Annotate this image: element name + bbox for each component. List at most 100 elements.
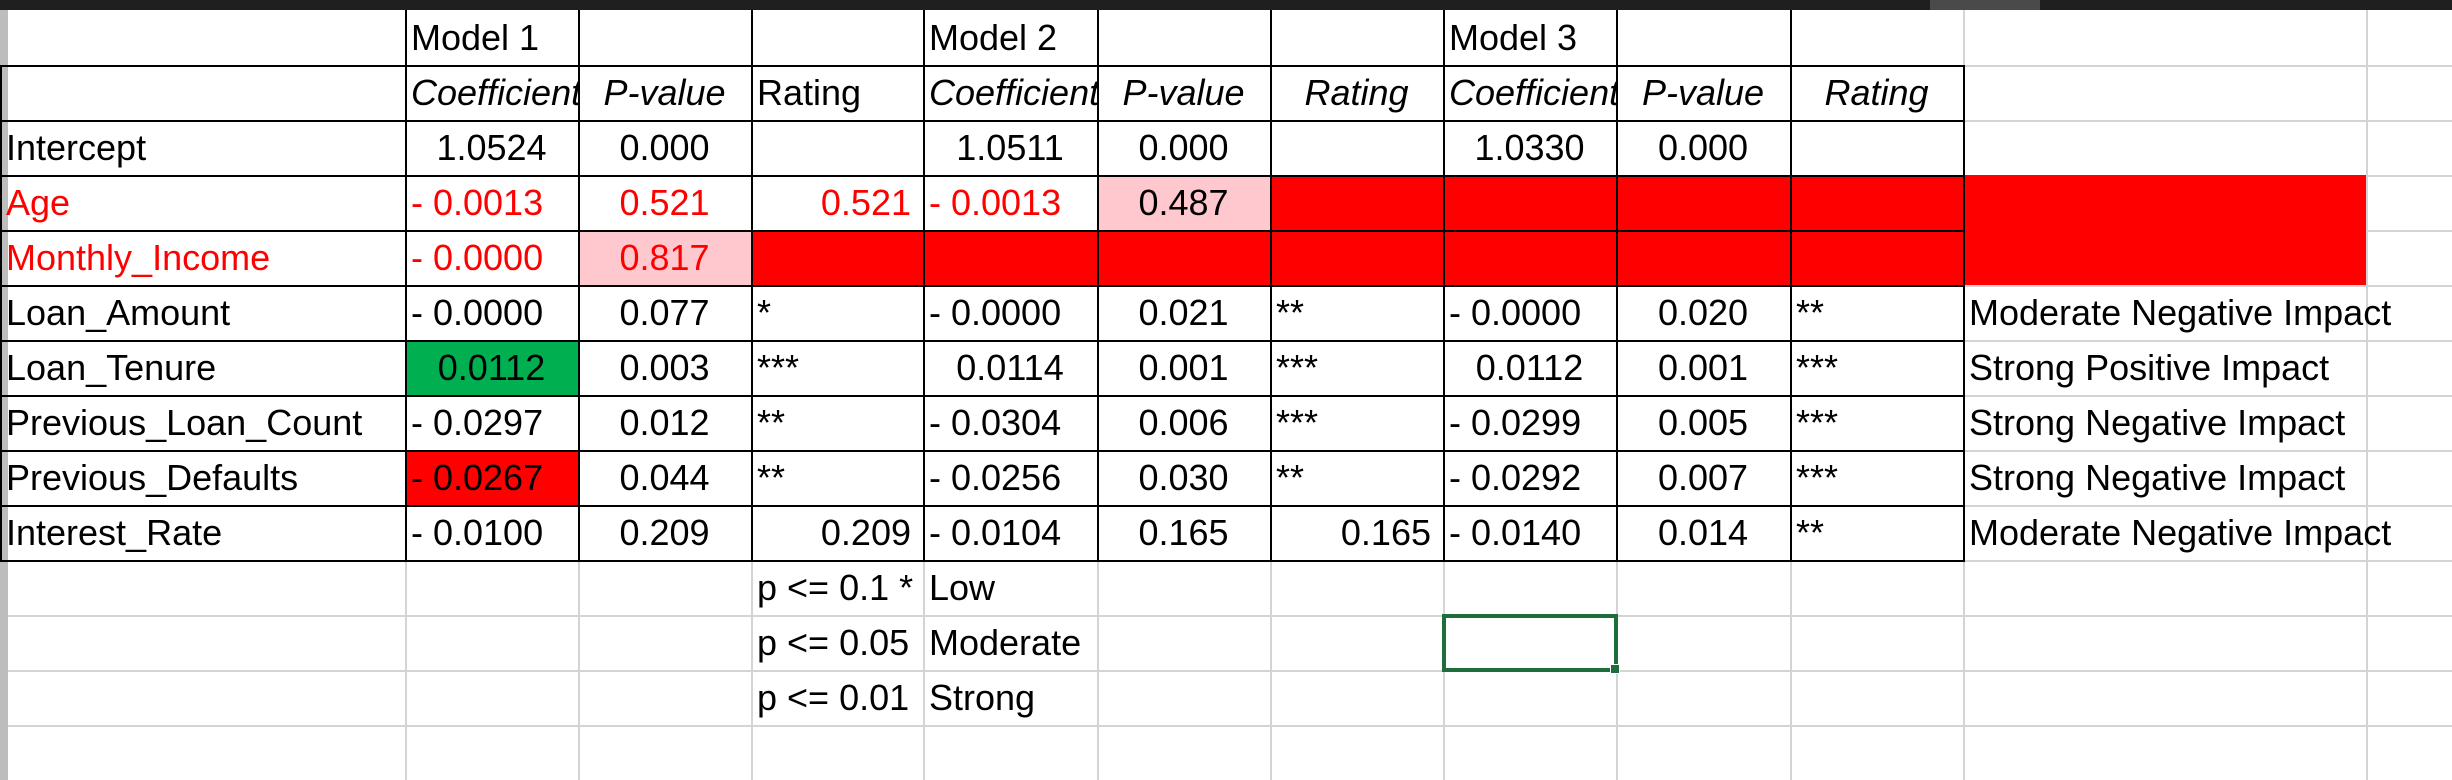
variable-name[interactable]: Loan_Amount [6,292,231,333]
model2-header[interactable]: Model 2 [929,17,1058,58]
m3-coefficient[interactable] [1443,175,1616,230]
m2-rating-header[interactable]: Rating [1304,72,1409,113]
m2-rating[interactable]: *** [1276,402,1319,443]
m1-rating[interactable]: ** [757,457,786,498]
m1-coef-header[interactable]: Coefficients [411,72,578,113]
legend-threshold[interactable]: p <= 0.05 [757,622,910,663]
m1-pvalue[interactable]: 0.003 [619,347,710,388]
m2-rating[interactable] [1270,230,1443,285]
m3-pvalue[interactable] [1616,230,1790,285]
legend-label[interactable]: Low [929,567,996,608]
m1-rating[interactable] [751,120,923,175]
m2-rating[interactable]: 0.165 [1340,512,1431,553]
m2-coefficient[interactable]: - 0.0104 [929,512,1062,553]
m3-rating[interactable]: ** [1796,512,1825,553]
m3-rating[interactable] [1790,175,1963,230]
variable-name[interactable]: Interest_Rate [6,512,223,553]
m3-pvalue-header[interactable]: P-value [1641,72,1765,113]
m3-coefficient[interactable]: - 0.0292 [1449,457,1582,498]
impact-label[interactable]: Moderate Negative Impact [1969,512,2392,553]
m2-pvalue[interactable]: 0.030 [1138,457,1229,498]
m2-pvalue[interactable]: 0.021 [1138,292,1229,333]
m2-pvalue[interactable]: 0.001 [1138,347,1229,388]
m1-rating-header[interactable]: Rating [757,72,862,113]
m1-pvalue-header[interactable]: P-value [603,72,726,113]
m3-coefficient[interactable]: - 0.0299 [1449,402,1582,443]
m2-coefficient[interactable]: - 0.0013 [929,182,1062,223]
m1-rating[interactable]: 0.521 [820,182,911,223]
m3-rating[interactable]: *** [1796,402,1839,443]
impact-label[interactable]: Strong Negative Impact [1969,402,2346,443]
legend-label[interactable]: Strong [929,677,1036,718]
m3-pvalue[interactable]: 0.005 [1657,402,1749,443]
legend-threshold[interactable]: p <= 0.1 * [757,567,914,608]
m2-rating[interactable]: ** [1276,457,1305,498]
m2-pvalue[interactable] [1097,230,1270,285]
m1-pvalue[interactable]: 0.012 [619,402,710,443]
m3-coefficient[interactable]: 1.0330 [1474,127,1585,168]
m1-pvalue[interactable]: 0.044 [619,457,710,498]
m3-rating[interactable]: *** [1796,457,1839,498]
impact-label[interactable]: Strong Negative Impact [1969,457,2346,498]
m3-coefficient[interactable]: - 0.0000 [1449,292,1582,333]
m2-pvalue[interactable]: 0.000 [1138,127,1229,168]
impact-label[interactable] [1963,120,2452,175]
spreadsheet-grid[interactable]: Model 1 Model 2 Model 3 Coefficients P-value… [0,10,2452,780]
m1-coefficient[interactable]: - 0.0013 [411,182,544,223]
m1-rating[interactable] [751,230,923,285]
impact-label[interactable]: No meaningful Impacts [1969,182,2338,223]
m1-pvalue[interactable]: 0.077 [619,292,710,333]
m2-pvalue[interactable]: 0.165 [1138,512,1229,553]
m1-coefficient[interactable]: 0.0112 [437,347,546,388]
fill-handle[interactable] [1610,664,1620,674]
m3-rating-header[interactable]: Rating [1824,72,1929,113]
m3-coefficient[interactable]: 0.0112 [1475,347,1584,388]
m2-coefficient[interactable]: - 0.0000 [929,292,1062,333]
m3-pvalue[interactable]: 0.001 [1657,347,1749,388]
m3-coefficient[interactable]: - 0.0140 [1449,512,1582,553]
m2-coefficient[interactable]: 0.0114 [956,347,1064,388]
m1-coefficient[interactable]: - 0.0000 [411,292,544,333]
m1-rating[interactable]: 0.209 [820,512,911,553]
m1-coefficient[interactable]: - 0.0000 [411,237,544,278]
impact-label[interactable]: No meaningful Impacts [1969,237,2338,278]
m2-rating[interactable] [1270,120,1443,175]
m2-rating[interactable] [1270,175,1443,230]
impact-label[interactable]: Moderate Negative Impact [1969,292,2392,333]
m1-rating[interactable]: * [757,292,772,333]
m2-coefficient[interactable] [923,230,1097,285]
variable-name[interactable]: Monthly_Income [6,237,271,278]
m2-coefficient[interactable]: - 0.0304 [929,402,1062,443]
variable-name[interactable]: Previous_Defaults [6,457,299,498]
selected-cell[interactable] [1442,614,1620,674]
m3-pvalue[interactable] [1616,175,1790,230]
variable-name[interactable]: Loan_Tenure [6,347,217,388]
m1-pvalue[interactable]: 0.000 [619,127,710,168]
variable-name[interactable]: Age [6,182,71,223]
m3-rating[interactable]: *** [1796,347,1839,388]
m3-pvalue[interactable]: 0.014 [1657,512,1749,553]
m3-coef-header[interactable]: Coefficients [1449,72,1616,113]
model3-header[interactable]: Model 3 [1449,17,1578,58]
m1-pvalue[interactable]: 0.209 [619,512,710,553]
variable-name[interactable]: Intercept [6,127,147,168]
m2-pvalue[interactable]: 0.006 [1138,402,1229,443]
m3-pvalue[interactable]: 0.000 [1657,127,1749,168]
m2-rating[interactable]: *** [1276,347,1319,388]
m1-rating[interactable]: *** [757,347,800,388]
m1-coefficient[interactable]: - 0.0297 [411,402,544,443]
m3-pvalue[interactable]: 0.007 [1657,457,1749,498]
m3-rating[interactable] [1790,230,1963,285]
m3-coefficient[interactable] [1443,230,1616,285]
m1-pvalue[interactable]: 0.521 [619,182,710,223]
m1-coefficient[interactable]: - 0.0267 [411,457,544,498]
m2-coef-header[interactable]: Coefficients [929,72,1097,113]
legend-label[interactable]: Moderate [929,622,1082,663]
m2-coefficient[interactable]: - 0.0256 [929,457,1062,498]
m2-pvalue[interactable]: 0.487 [1138,182,1229,223]
m1-coefficient[interactable]: 1.0524 [436,127,547,168]
m1-coefficient[interactable]: - 0.0100 [411,512,544,553]
m1-rating[interactable]: ** [757,402,786,443]
model1-header[interactable]: Model 1 [411,17,540,58]
m2-rating[interactable]: ** [1276,292,1305,333]
